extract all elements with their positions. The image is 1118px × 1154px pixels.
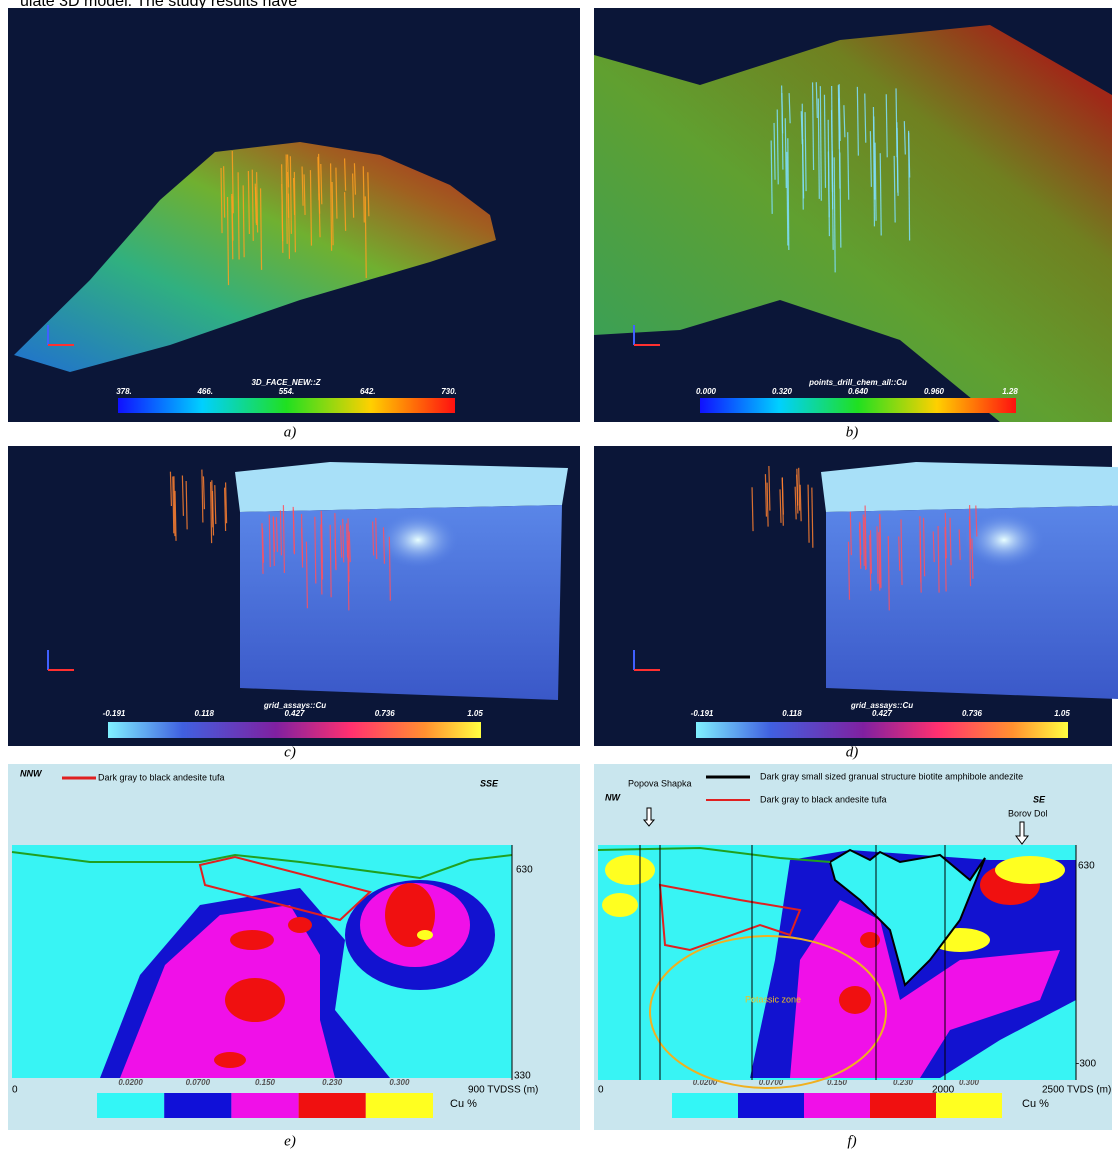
- caption: a): [284, 424, 297, 440]
- high-grade: [288, 917, 312, 933]
- top-grade: [605, 855, 655, 885]
- zone-label: Potassic zone: [745, 994, 801, 1004]
- colorbar-label: points_drill_chem_all::Cu: [808, 378, 907, 387]
- place-label: Popova Shapka: [628, 778, 692, 788]
- colorbar-tick: 0.736: [375, 709, 396, 718]
- colorbar: [700, 398, 1016, 413]
- colorbar-tick: -0.191: [691, 709, 714, 718]
- colorbar-tick: 1.05: [467, 709, 483, 718]
- top-grade: [995, 856, 1065, 884]
- legend-text: Dark gray to black andesite tufa: [760, 794, 887, 804]
- colorbar-tick: 0.000: [696, 387, 717, 396]
- colorbar-tick: 554.: [279, 387, 295, 396]
- color-block: [804, 1093, 870, 1118]
- colorbar-label: Cu %: [1022, 1098, 1049, 1110]
- color-block: [870, 1093, 936, 1118]
- colorbar-tick: 0.960: [924, 387, 945, 396]
- colorbar-label: 3D_FACE_NEW::Z: [251, 378, 321, 387]
- model-top: [235, 462, 568, 512]
- color-block: [738, 1093, 804, 1118]
- colorbar-tick: 1.28: [1002, 387, 1018, 396]
- colorbar: [108, 722, 481, 738]
- x-label: 0: [598, 1085, 604, 1096]
- x-label: 0: [12, 1085, 18, 1096]
- depth-label: 630: [516, 865, 533, 876]
- colorbar-tick: 0.118: [195, 709, 215, 718]
- caption: d): [846, 744, 859, 760]
- color-block: [366, 1093, 433, 1118]
- colorbar: [118, 398, 455, 413]
- depth-label: 330: [514, 1071, 531, 1082]
- color-block: [299, 1093, 366, 1118]
- colorbar-tick: 642.: [360, 387, 376, 396]
- colorbar-tick: 0.427: [872, 709, 893, 718]
- depth-label: 630: [1078, 861, 1095, 872]
- direction: NW: [605, 792, 621, 802]
- figure: ulate 3D model. The study results have a…: [0, 0, 1118, 1154]
- color-block: [164, 1093, 231, 1118]
- colorbar-tick: 466.: [196, 387, 213, 396]
- colorbar-tick: 0.118: [782, 709, 802, 718]
- x-label: 900 TVDSS (m): [468, 1085, 538, 1096]
- colorbar-tick: 378.: [116, 387, 132, 396]
- legend-text: Dark gray small sized granual structure …: [760, 771, 1023, 781]
- model-top: [821, 462, 1118, 512]
- x-label: 2000: [932, 1085, 955, 1096]
- colorbar-tick: 0.150: [255, 1078, 276, 1087]
- colorbar: [696, 722, 1068, 738]
- colorbar-tick: 1.05: [1054, 709, 1070, 718]
- caption: e): [284, 1133, 296, 1149]
- direction: SSE: [480, 778, 499, 788]
- caption: c): [284, 744, 296, 760]
- high-grade: [225, 978, 285, 1022]
- x-label: 2500 TVDS (m): [1042, 1085, 1111, 1096]
- legend-text: Dark gray to black andesite tufa: [98, 772, 225, 782]
- color-block: [231, 1093, 298, 1118]
- caption: f): [847, 1133, 856, 1149]
- colorbar-tick: 0.0700: [186, 1078, 211, 1087]
- high-grade: [230, 930, 274, 950]
- color-block: [97, 1093, 164, 1118]
- color-block: [936, 1093, 1002, 1118]
- high-grade: [860, 932, 880, 948]
- colorbar-tick: 0.0200: [118, 1078, 143, 1087]
- direction: NNW: [20, 768, 43, 778]
- caption: b): [846, 424, 859, 440]
- colorbar-tick: 0.736: [962, 709, 983, 718]
- colorbar-tick: 730.: [441, 387, 457, 396]
- colorbar-tick: 0.640: [848, 387, 869, 396]
- color-block: [672, 1093, 738, 1118]
- colorbar-tick: 0.300: [389, 1078, 410, 1087]
- place-label: Borov Dol: [1008, 808, 1048, 818]
- depth-label: -300: [1076, 1059, 1096, 1070]
- colorbar-tick: 0.427: [284, 709, 305, 718]
- top-grade: [602, 893, 638, 917]
- top-grade: [417, 930, 433, 940]
- colorbar-tick: -0.191: [103, 709, 126, 718]
- direction: SE: [1033, 794, 1046, 804]
- colorbar-label: Cu %: [450, 1098, 477, 1110]
- high-grade: [839, 986, 871, 1014]
- colorbar-tick: 0.230: [322, 1078, 343, 1087]
- colorbar-tick: 0.320: [772, 387, 793, 396]
- high-grade: [214, 1052, 246, 1068]
